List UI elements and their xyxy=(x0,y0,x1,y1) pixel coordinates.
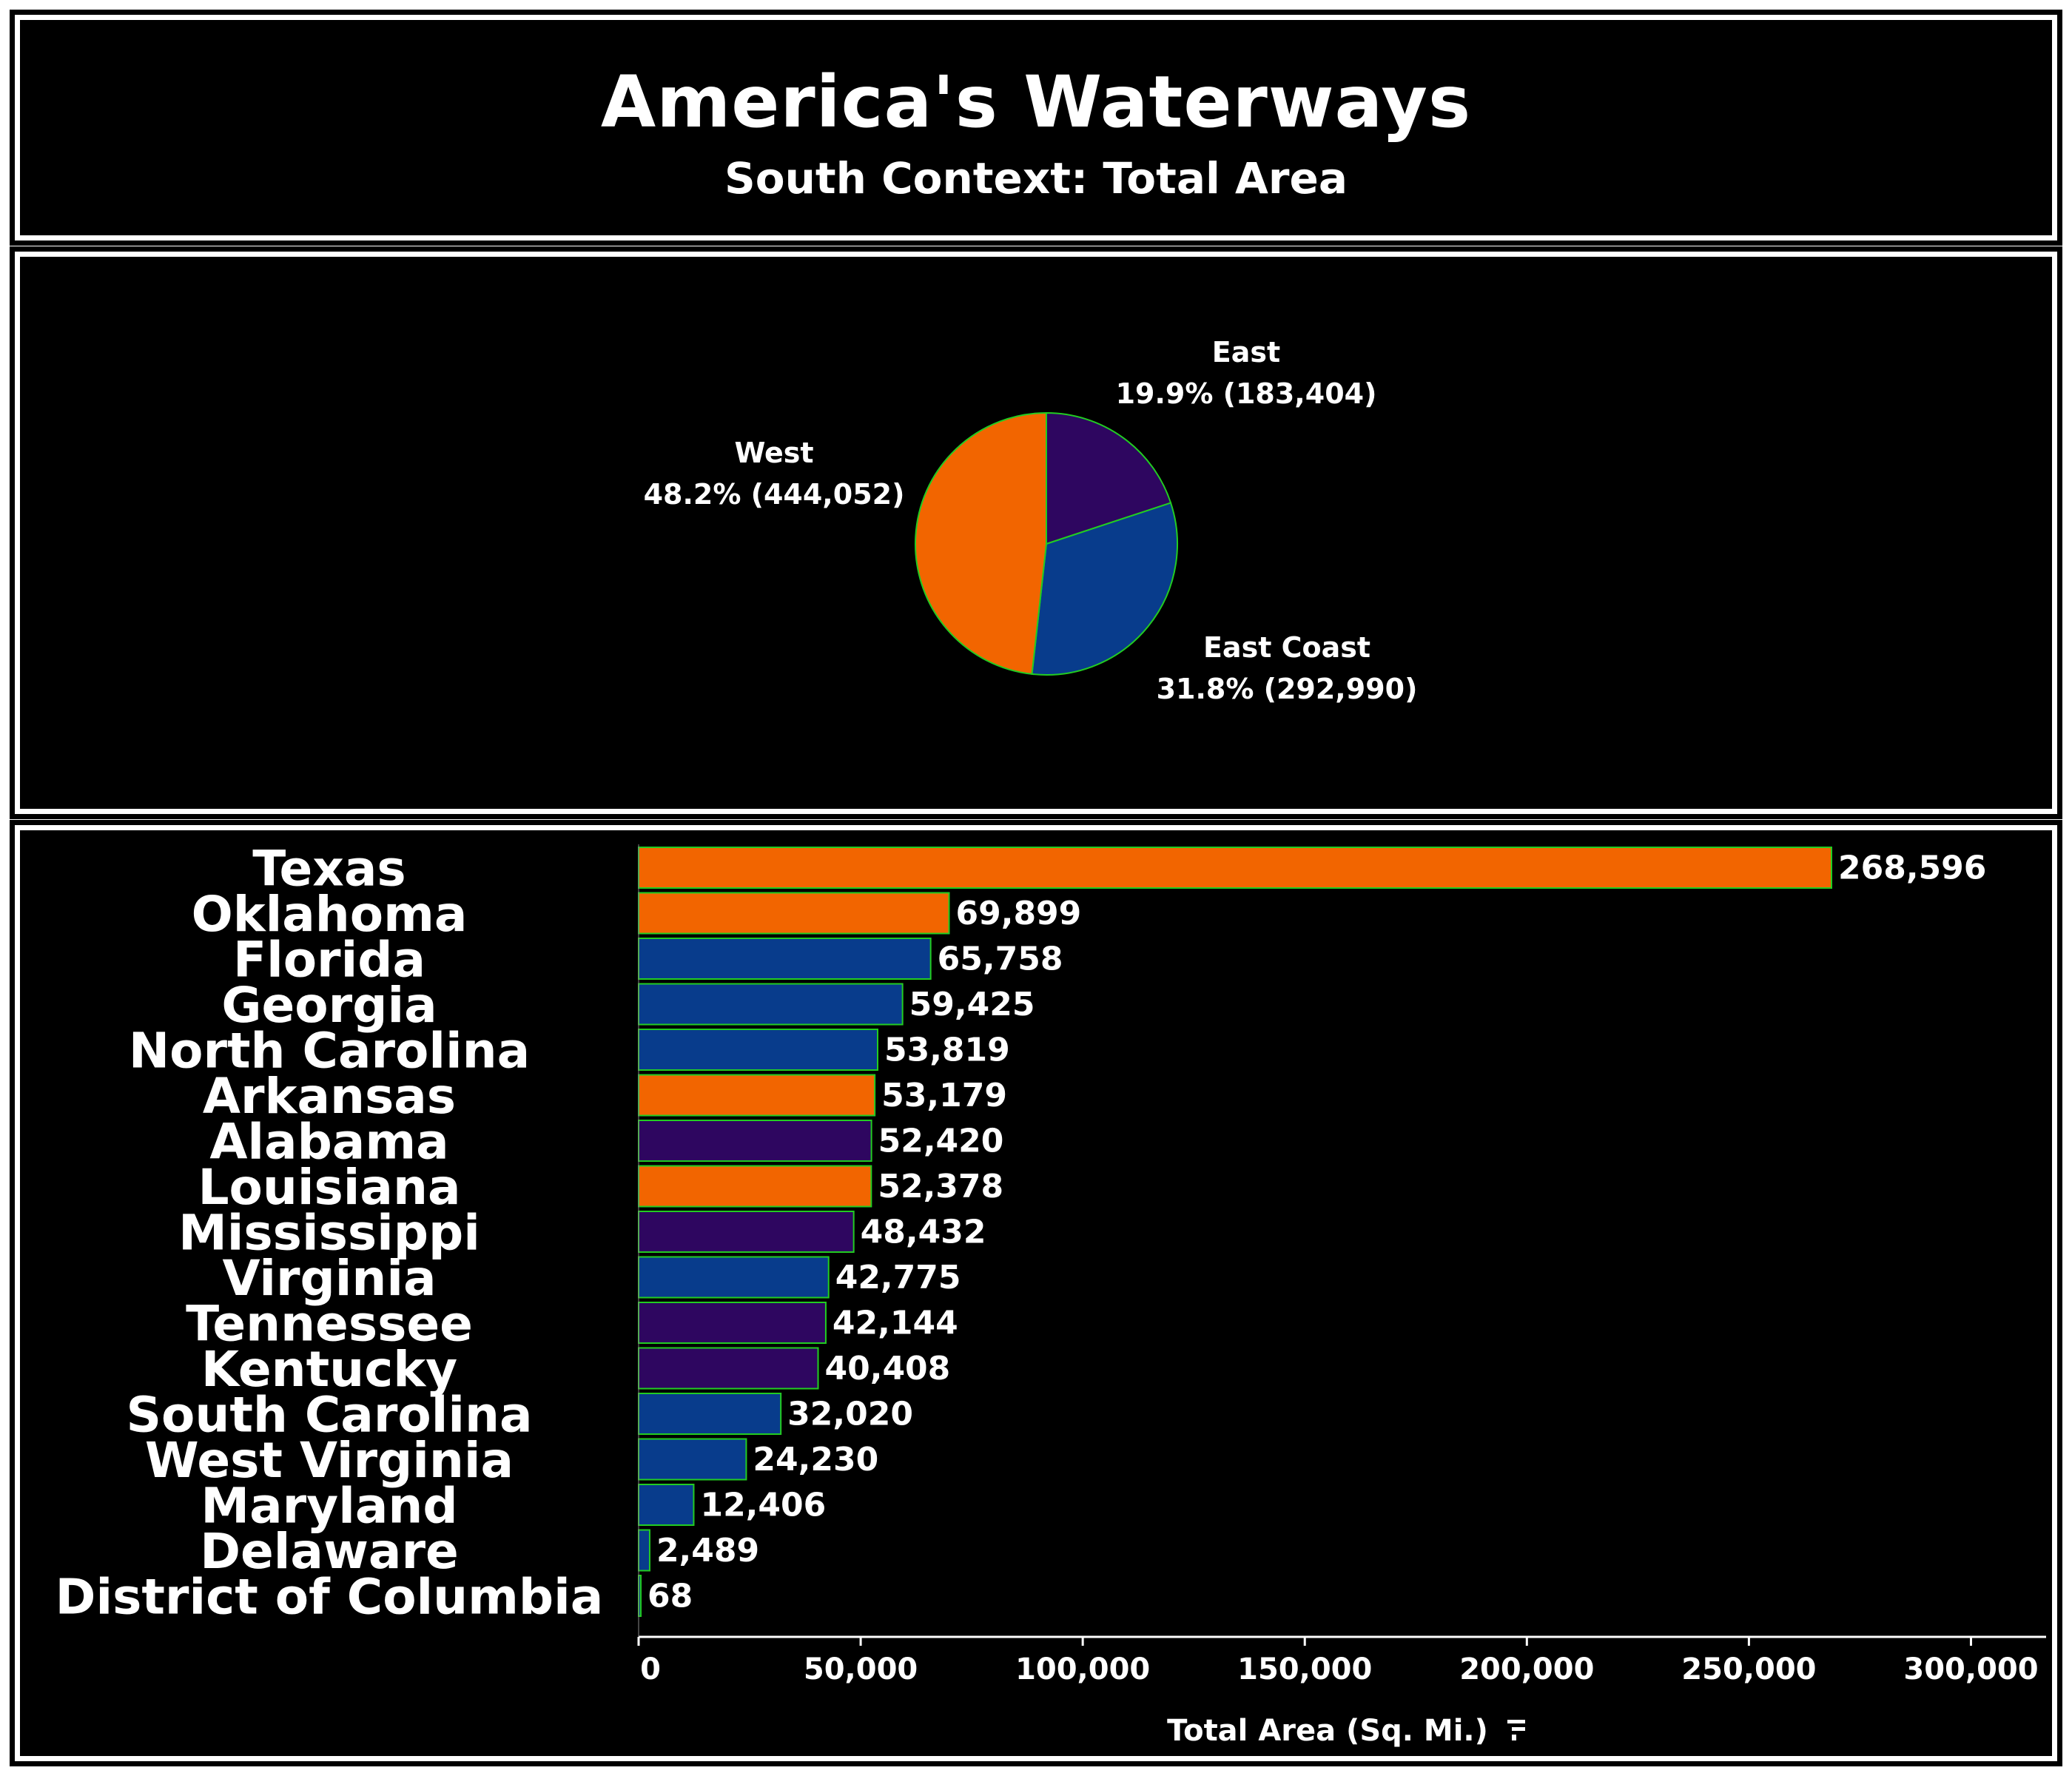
value-label-delaware: 2,489 xyxy=(656,1532,759,1570)
value-label-mississippi: 48,432 xyxy=(861,1214,986,1251)
value-label-kentucky: 40,408 xyxy=(825,1350,951,1388)
pie-label-west: West xyxy=(734,437,813,469)
value-label-virginia: 42,775 xyxy=(835,1259,961,1296)
value-label-north-carolina: 53,819 xyxy=(884,1032,1010,1069)
value-label-south-carolina: 32,020 xyxy=(787,1396,913,1433)
value-label-oklahoma: 69,899 xyxy=(956,895,1082,932)
filter-icon-shape xyxy=(1507,1720,1525,1740)
category-label-maryland: Maryland xyxy=(201,1478,457,1535)
bar-georgia xyxy=(638,983,904,1026)
category-label-oklahoma: Oklahoma xyxy=(192,886,468,943)
value-label-tennessee: 42,144 xyxy=(832,1305,958,1342)
bar-oklahoma xyxy=(638,892,950,935)
x-tick-label: 200,000 xyxy=(1459,1652,1594,1686)
category-label-kentucky: Kentucky xyxy=(201,1341,457,1398)
x-tick-label: 100,000 xyxy=(1015,1652,1150,1686)
filter-icon xyxy=(1507,1720,1525,1740)
value-label-alabama: 52,420 xyxy=(878,1123,1004,1160)
category-label-louisiana: Louisiana xyxy=(198,1159,461,1216)
pie-value-label-west: 48.2% (444,052) xyxy=(644,478,905,511)
category-label-alabama: Alabama xyxy=(209,1114,448,1171)
category-label-mississippi: Mississippi xyxy=(178,1205,480,1262)
x-tick-label: 0 xyxy=(640,1652,661,1686)
bar-florida xyxy=(638,938,932,980)
title-panel: America's Waterways South Context: Total… xyxy=(10,10,2062,246)
value-label-arkansas: 53,179 xyxy=(881,1077,1007,1114)
page-subtitle: South Context: Total Area xyxy=(724,153,1348,204)
pie-slice-east xyxy=(1046,411,1172,545)
x-tick-label: 150,000 xyxy=(1237,1652,1372,1686)
category-label-west-virginia: West Virginia xyxy=(145,1432,514,1489)
value-label-louisiana: 52,378 xyxy=(878,1168,1003,1205)
bar-chart: Texas 268,596 Oklahoma 69,899 Florida 65,758 G… xyxy=(56,841,2046,1748)
bar-virginia xyxy=(638,1256,830,1299)
bar-north-carolina xyxy=(638,1029,878,1071)
bar-west-virginia xyxy=(638,1438,747,1481)
value-label-texas: 268,596 xyxy=(1838,850,1986,887)
value-label-florida: 65,758 xyxy=(938,941,1063,978)
bar-arkansas xyxy=(638,1074,876,1117)
pie-slice-east-coast xyxy=(1031,502,1178,676)
value-label-district-of-columbia: 68 xyxy=(648,1578,693,1615)
value-label-georgia: 59,425 xyxy=(909,986,1035,1023)
page-title: America's Waterways xyxy=(600,61,1472,144)
x-axis-label: Total Area (Sq. Mi.) xyxy=(1167,1714,1488,1748)
bar-panel: Texas 268,596 Oklahoma 69,899 Florida 65,758 G… xyxy=(10,820,2062,1766)
bar-alabama xyxy=(638,1120,872,1162)
category-label-florida: Florida xyxy=(233,932,426,989)
category-label-delaware: Delaware xyxy=(200,1523,459,1580)
pie-label-east: East xyxy=(1212,336,1280,369)
bar-kentucky xyxy=(638,1347,819,1390)
category-label-texas: Texas xyxy=(252,841,406,898)
bar-mississippi xyxy=(638,1211,855,1253)
category-label-south-carolina: South Carolina xyxy=(126,1387,532,1444)
pie-label-east-coast: East Coast xyxy=(1203,631,1370,664)
bar-delaware xyxy=(638,1529,650,1572)
bar-tennessee xyxy=(638,1302,827,1344)
category-label-georgia: Georgia xyxy=(221,977,437,1034)
pie-value-label-east: 19.9% (183,404) xyxy=(1116,377,1377,410)
x-tick-label: 250,000 xyxy=(1681,1652,1816,1686)
category-label-district-of-columbia: District of Columbia xyxy=(56,1569,604,1626)
category-label-north-carolina: North Carolina xyxy=(129,1023,530,1080)
x-tick-label: 300,000 xyxy=(1903,1652,2038,1686)
category-label-tennessee: Tennessee xyxy=(186,1296,473,1353)
value-label-west-virginia: 24,230 xyxy=(753,1441,878,1479)
bar-louisiana xyxy=(638,1165,872,1208)
bar-texas xyxy=(638,847,1832,889)
category-label-arkansas: Arkansas xyxy=(203,1068,456,1125)
bar-south-carolina xyxy=(638,1393,782,1435)
pie-panel: East 19.9% (183,404) East Coast 31.8% (292,… xyxy=(10,246,2062,819)
bar-maryland xyxy=(638,1484,695,1526)
x-tick-label: 50,000 xyxy=(804,1652,918,1686)
value-label-maryland: 12,406 xyxy=(700,1487,826,1524)
pie-slice-west xyxy=(915,411,1047,676)
pie-chart: East 19.9% (183,404) East Coast 31.8% (292,… xyxy=(644,336,1418,705)
pie-value-label-east-coast: 31.8% (292,990) xyxy=(1157,673,1418,705)
category-label-virginia: Virginia xyxy=(222,1250,436,1307)
